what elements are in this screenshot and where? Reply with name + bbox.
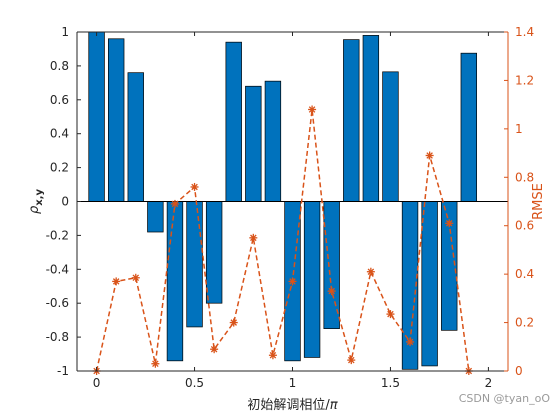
x-axis-label-text: 初始解调相位/ <box>247 398 330 413</box>
right-tick-label: 1 <box>515 122 523 136</box>
right-axis-ticks: 1.4 1.2 1 0.8 0.6 0.4 0.2 0 <box>504 25 534 378</box>
x-tick-label: 1.5 <box>381 376 400 390</box>
right-tick-label: 0.2 <box>515 316 534 330</box>
bar <box>362 35 380 202</box>
right-tick-label: 0 <box>515 364 523 378</box>
x-tick-label: 0 <box>93 376 101 390</box>
rmse-marker <box>445 219 454 228</box>
bar <box>460 52 478 202</box>
bar <box>421 201 438 367</box>
rmse-marker <box>386 310 395 319</box>
rmse-marker <box>131 273 140 282</box>
rmse-marker <box>308 105 317 114</box>
left-tick-label: 1 <box>61 25 69 39</box>
bar <box>107 38 125 202</box>
rmse-marker <box>151 359 160 368</box>
rmse-marker <box>112 277 121 286</box>
rmse-marker <box>210 345 219 354</box>
left-tick-label: 0.6 <box>50 93 69 107</box>
rmse-marker <box>190 182 199 191</box>
bar <box>382 71 399 202</box>
right-axis-label: RMSE <box>531 183 546 220</box>
rmse-markers <box>92 105 473 375</box>
x-tick-label: 2 <box>485 376 493 390</box>
bar <box>147 201 164 233</box>
left-tick-label: 0.8 <box>50 59 69 73</box>
watermark: CSDN @tyan_oO <box>459 392 551 405</box>
right-tick-label: 1.4 <box>515 25 534 39</box>
bar <box>186 201 203 328</box>
rmse-marker <box>288 277 297 286</box>
right-tick-label: 0.6 <box>515 219 534 233</box>
rmse-marker <box>347 356 356 365</box>
rmse-marker <box>406 337 415 346</box>
right-tick-label: 0.8 <box>515 170 534 184</box>
rmse-marker <box>327 287 336 296</box>
left-tick-label: -0.8 <box>46 330 69 344</box>
left-tick-label: 0.4 <box>50 127 69 141</box>
rmse-marker <box>366 267 375 276</box>
bar <box>225 41 242 202</box>
right-tick-label: 1.2 <box>515 73 534 87</box>
left-tick-label: -0.6 <box>46 296 69 310</box>
bar-series <box>88 31 478 370</box>
left-tick-label: 0 <box>61 195 69 209</box>
x-axis-label: 初始解调相位/π <box>247 398 337 413</box>
bar <box>264 80 282 202</box>
rmse-marker <box>170 199 179 208</box>
rmse-marker <box>268 351 277 360</box>
rmse-marker <box>229 318 238 327</box>
x-tick-label: 0.5 <box>185 376 204 390</box>
bar <box>166 201 184 362</box>
bar <box>205 201 223 304</box>
bar <box>127 72 144 202</box>
x-tick-label: 1 <box>289 376 297 390</box>
rmse-marker <box>249 233 258 242</box>
left-tick-label: -0.2 <box>46 228 69 242</box>
left-axis-ticks: 1 0.8 0.6 0.4 0.2 0 -0.2 -0.4 -0.6 -0.8 -1 <box>46 25 81 378</box>
left-axis-label: ρx,y <box>27 189 45 215</box>
left-tick-label: 0.2 <box>50 161 69 175</box>
left-tick-label: -1 <box>57 364 69 378</box>
left-tick-label: -0.4 <box>46 262 69 276</box>
right-tick-label: 0.4 <box>515 267 534 281</box>
x-axis-label-pi: π <box>330 398 338 413</box>
rmse-line <box>95 109 470 372</box>
bar <box>343 39 360 202</box>
bar <box>303 201 321 358</box>
bar <box>88 31 105 202</box>
left-axis-label-subscript: x,y <box>34 189 45 206</box>
rmse-marker <box>425 151 434 160</box>
x-axis-ticks: 0 0.5 1 1.5 2 <box>93 32 492 390</box>
left-axis-label-rho: ρ <box>27 205 42 214</box>
bar <box>245 85 262 202</box>
